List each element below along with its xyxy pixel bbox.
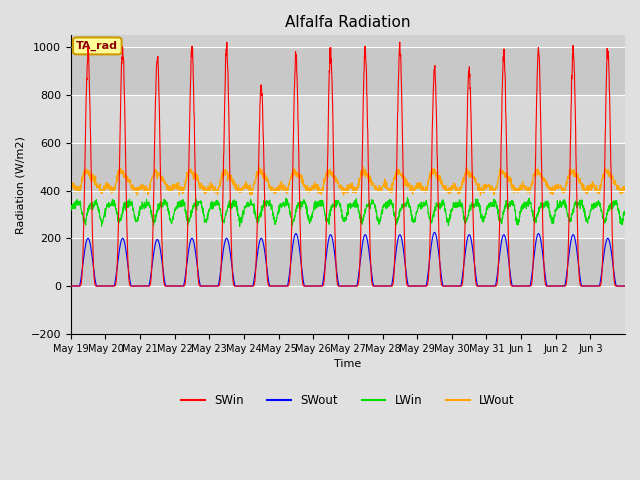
SWin: [381, 283, 389, 289]
LWout: [381, 182, 389, 188]
SWout: [547, 283, 554, 289]
Bar: [71, 286, 625, 334]
LWin: [242, 204, 250, 210]
LWout: [67, 186, 75, 192]
LWin: [621, 208, 629, 214]
Legend: SWin, SWout, LWin, LWout: SWin, SWout, LWin, LWout: [177, 389, 520, 411]
LWout: [122, 177, 130, 183]
LWin: [122, 208, 130, 214]
LWin: [614, 204, 621, 210]
Bar: [71, 47, 625, 95]
SWin: [547, 283, 554, 289]
LWout: [515, 187, 523, 192]
SWin: [396, 39, 404, 45]
LWin: [515, 219, 523, 225]
LWout: [360, 164, 367, 170]
SWout: [621, 283, 629, 289]
Text: TA_rad: TA_rad: [76, 41, 118, 51]
Line: SWout: SWout: [71, 232, 625, 286]
LWout: [242, 182, 250, 188]
Bar: [71, 95, 625, 143]
LWout: [547, 186, 554, 192]
SWout: [431, 229, 438, 235]
LWout: [477, 192, 484, 198]
LWin: [404, 194, 412, 200]
LWin: [67, 207, 75, 213]
LWin: [381, 203, 389, 209]
SWout: [381, 283, 389, 289]
LWout: [614, 183, 621, 189]
SWout: [67, 283, 75, 289]
SWout: [614, 283, 621, 289]
Y-axis label: Radiation (W/m2): Radiation (W/m2): [15, 136, 25, 233]
Line: SWin: SWin: [71, 42, 625, 286]
SWin: [621, 283, 629, 289]
LWout: [621, 185, 629, 191]
Bar: [71, 238, 625, 286]
SWout: [515, 283, 523, 289]
SWout: [242, 283, 250, 289]
Bar: [71, 191, 625, 238]
LWin: [236, 224, 244, 229]
Title: Alfalfa Radiation: Alfalfa Radiation: [285, 15, 411, 30]
Bar: [71, 143, 625, 191]
SWin: [614, 283, 621, 289]
Line: LWin: LWin: [71, 197, 625, 227]
SWout: [122, 249, 130, 254]
SWin: [122, 184, 130, 190]
SWin: [242, 283, 250, 289]
Line: LWout: LWout: [71, 167, 625, 195]
X-axis label: Time: Time: [334, 359, 362, 369]
LWin: [547, 211, 554, 217]
SWin: [67, 283, 75, 289]
SWin: [515, 283, 523, 289]
